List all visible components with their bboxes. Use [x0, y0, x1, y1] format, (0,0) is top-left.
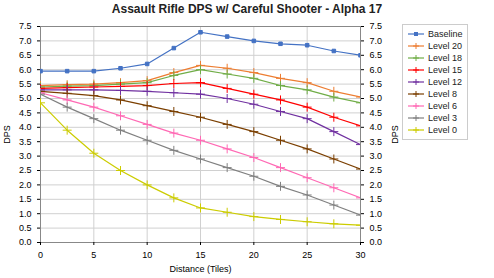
html-text:Level 15: Level 15	[428, 65, 462, 75]
svg-text:7.0: 7.0	[19, 36, 32, 46]
svg-text:10: 10	[142, 250, 152, 260]
svg-text:3.5: 3.5	[19, 137, 32, 147]
svg-text:1.0: 1.0	[19, 209, 32, 219]
svg-text:2.5: 2.5	[19, 165, 32, 175]
svg-text:15: 15	[195, 250, 205, 260]
svg-text:6.0: 6.0	[19, 65, 32, 75]
html-text:Level 12: Level 12	[428, 77, 462, 87]
svg-text:1.5: 1.5	[370, 194, 383, 204]
svg-text:3.0: 3.0	[19, 151, 32, 161]
svg-text:4.0: 4.0	[19, 122, 32, 132]
svg-text:2.0: 2.0	[19, 180, 32, 190]
svg-text:DPS: DPS	[390, 125, 400, 144]
svg-text:0: 0	[38, 250, 43, 260]
html-text:Level 18: Level 18	[428, 53, 462, 63]
svg-text:2.5: 2.5	[370, 165, 383, 175]
svg-text:5.5: 5.5	[370, 79, 383, 89]
svg-text:7.5: 7.5	[19, 21, 32, 31]
svg-text:0.0: 0.0	[370, 237, 383, 247]
svg-text:5.5: 5.5	[19, 79, 32, 89]
svg-text:4.0: 4.0	[370, 122, 383, 132]
svg-text:25: 25	[302, 250, 312, 260]
html-text:Level 3: Level 3	[428, 113, 457, 123]
svg-text:5: 5	[91, 250, 96, 260]
svg-text:5.0: 5.0	[370, 93, 383, 103]
svg-text:6.5: 6.5	[370, 50, 383, 60]
html-text:Level 0: Level 0	[428, 125, 457, 135]
svg-text:0.5: 0.5	[370, 223, 383, 233]
html-text:Level 20: Level 20	[428, 41, 462, 51]
svg-text:30: 30	[355, 250, 365, 260]
svg-text:7.5: 7.5	[370, 21, 383, 31]
svg-text:6.0: 6.0	[370, 65, 383, 75]
svg-text:7.0: 7.0	[370, 36, 383, 46]
svg-text:2.0: 2.0	[370, 180, 383, 190]
svg-text:20: 20	[249, 250, 259, 260]
svg-text:4.5: 4.5	[19, 108, 32, 118]
svg-text:1.5: 1.5	[19, 194, 32, 204]
svg-text:0.5: 0.5	[19, 223, 32, 233]
svg-text:0.0: 0.0	[19, 237, 32, 247]
svg-text:6.5: 6.5	[19, 50, 32, 60]
svg-text:DPS: DPS	[2, 125, 12, 144]
html-text:Level 6: Level 6	[428, 101, 457, 111]
svg-text:4.5: 4.5	[370, 108, 383, 118]
html-text:Level 8: Level 8	[428, 89, 457, 99]
svg-text:3.0: 3.0	[370, 151, 383, 161]
svg-text:3.5: 3.5	[370, 137, 383, 147]
html-text:Assault Rifle DPS w/ Careful S: Assault Rifle DPS w/ Careful Shooter - A…	[111, 2, 383, 16]
svg-text:1.0: 1.0	[370, 209, 383, 219]
svg-text:5.0: 5.0	[19, 93, 32, 103]
svg-text:Distance (Tiles): Distance (Tiles)	[169, 264, 231, 274]
html-text:Baseline: Baseline	[428, 29, 463, 39]
